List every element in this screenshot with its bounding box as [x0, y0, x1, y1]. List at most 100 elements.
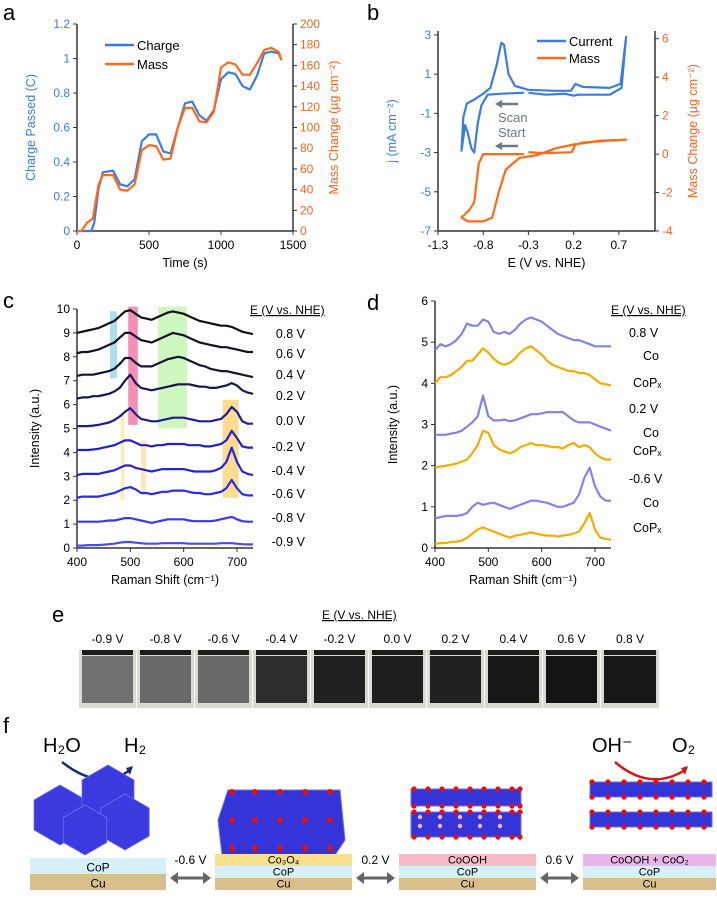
electrode-photo: -0.2 V	[311, 632, 368, 708]
photo-top-edge	[198, 650, 249, 655]
photo-top-edge	[256, 650, 307, 655]
y-tick-label: -1	[420, 106, 431, 120]
layer-stack: CoP Cu	[30, 858, 166, 891]
photo-sample	[82, 656, 133, 703]
oxygen-atom-icon	[621, 824, 627, 830]
oxygen-atom-icon	[589, 794, 595, 800]
series-line--0.6v	[76, 478, 253, 499]
oxygen-atom-icon	[621, 794, 627, 800]
coo2-slab-icon	[589, 781, 713, 798]
coo2-layer-top-icon	[589, 811, 713, 828]
polyhedron-icon	[62, 804, 108, 856]
y-right-tick-label: 0	[300, 224, 307, 238]
y-tick-label: -3	[420, 146, 431, 160]
photo-top-edge	[430, 650, 481, 655]
panel-label-f: f	[3, 713, 10, 738]
transition-arrow: 0.6 V	[540, 853, 579, 884]
oxygen-atom-icon	[685, 794, 691, 800]
oer-product: O₂	[672, 735, 695, 757]
series-line--0.8v	[77, 515, 253, 524]
chart-panel-c: 400 500 600 700 0 1 2 3 4 5 6 7 8 9 10 Raman Shift (cm⁻…	[28, 302, 325, 587]
y-right-tick-label: 20	[300, 203, 314, 217]
layer-label: CoP	[639, 867, 660, 879]
oxygen-atom-icon	[302, 817, 308, 823]
photo-sample	[604, 656, 656, 703]
oxygen-atom-icon	[229, 845, 235, 851]
oxygen-atom-icon	[481, 809, 487, 815]
spectrum-label-co: Co	[643, 349, 659, 363]
oxygen-atom-icon	[653, 809, 659, 815]
electrode-photo: 0.6 V	[543, 632, 600, 708]
hydrogen-atom-icon	[457, 823, 463, 829]
x-tick-label: -0.8	[473, 238, 494, 252]
panel-label-b: b	[367, 0, 379, 25]
oxygen-atom-icon	[669, 824, 675, 830]
oxygen-atom-icon	[481, 786, 487, 792]
y-tick-label: 0.6	[53, 121, 70, 135]
cooh-layer-top-icon	[410, 811, 522, 838]
oxygen-atom-icon	[411, 809, 417, 815]
potential-label: 0.8 V	[276, 327, 306, 341]
x-tick-label: 1500	[280, 238, 307, 252]
oxygen-atom-icon	[495, 803, 501, 809]
oxygen-atom-icon	[229, 789, 235, 795]
layer-cu	[399, 878, 536, 890]
y-right-tick-label: 100	[300, 121, 320, 135]
oxygen-atom-icon	[589, 824, 595, 830]
oxygen-atom-icon	[669, 794, 675, 800]
x-tick-label: 600	[174, 555, 194, 569]
series-line-co	[435, 394, 612, 436]
y-tick-label: 1.2	[53, 17, 70, 31]
series-line-current	[460, 35, 628, 154]
photo-top-edge	[372, 650, 423, 655]
electrode-photo: -0.8 V	[137, 632, 194, 708]
y-right-tick-label: -4	[662, 224, 673, 238]
layer-coooh	[399, 854, 536, 866]
legend-title: E (V vs. NHE)	[611, 303, 686, 317]
series-line-mass	[460, 138, 628, 223]
y-right-tick-label: 140	[300, 79, 320, 93]
y-axis-title: Charge Passed (C)	[24, 74, 38, 181]
oxygen-atom-icon	[425, 834, 431, 840]
oxygen-atom-icon	[605, 779, 611, 785]
y-tick-label: 6	[421, 294, 428, 308]
oxygen-atom-icon	[605, 809, 611, 815]
crystal-structures	[33, 764, 713, 856]
y-tick-label: 0	[63, 224, 70, 238]
y-tick-label: 8	[63, 350, 70, 364]
photo-top-edge	[82, 650, 133, 655]
layer-label: CoP	[273, 867, 294, 879]
spectrum-label-potential: 0.8 V	[629, 326, 659, 340]
oxygen-atom-icon	[439, 809, 445, 815]
spectrum-label-co: Co	[643, 426, 659, 440]
y-right-tick-label: 6	[662, 32, 669, 46]
oxygen-atom-icon	[637, 824, 643, 830]
arrowhead-right-icon	[203, 872, 211, 884]
potential-label: -0.2 V	[272, 440, 306, 454]
layer-label: CoP	[457, 867, 478, 879]
oxygen-atom-icon	[621, 809, 627, 815]
oxygen-atom-icon	[653, 779, 659, 785]
her-product: H₂	[124, 735, 146, 757]
hydrogen-atom-icon	[457, 814, 463, 820]
oxygen-atom-icon	[302, 789, 308, 795]
oxygen-atom-icon	[467, 803, 473, 809]
layer-label: Cu	[460, 879, 474, 891]
oxygen-atom-icon	[605, 824, 611, 830]
photo-strip: -0.9 V -0.8 V -0.6 V -0.4 V -0.2 V 0.0 V 0.2 V…	[79, 632, 659, 708]
layer-cop	[215, 866, 352, 878]
transition-arrow: -0.6 V	[170, 853, 211, 884]
layer-label: CoOOH	[448, 855, 487, 867]
series-line-mass	[77, 46, 283, 233]
oxygen-atom-icon	[439, 834, 445, 840]
photo-top-edge	[488, 650, 539, 655]
layer-cu	[583, 878, 716, 890]
highlight-band	[120, 414, 125, 501]
y-tick-label: -7	[420, 224, 431, 238]
cooh-slab-icon	[410, 788, 522, 807]
series-line-0.2v	[76, 373, 254, 400]
oxygen-atom-icon	[669, 809, 675, 815]
oxygen-atom-icon	[517, 834, 523, 840]
highlight-band	[158, 306, 187, 429]
